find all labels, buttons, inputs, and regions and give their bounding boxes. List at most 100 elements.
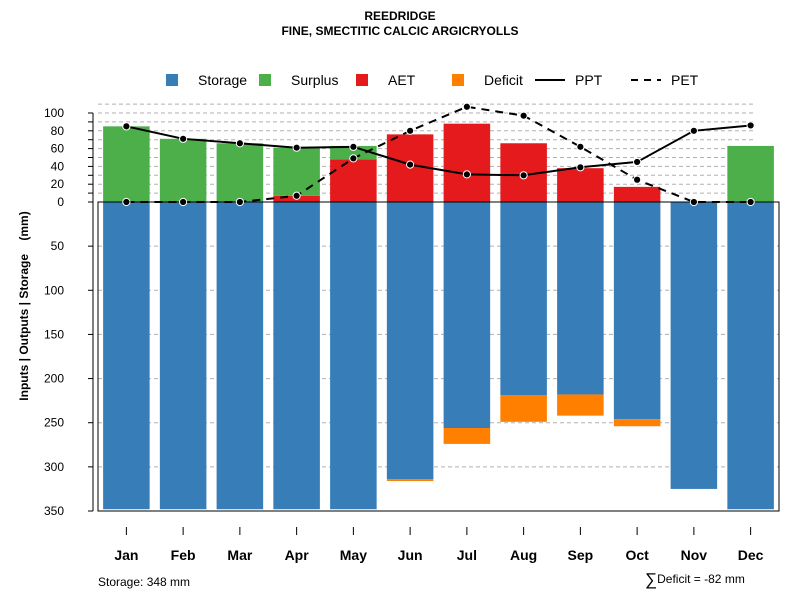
surplus-bar [273,147,320,196]
storage-bar [613,202,661,420]
x-tick-label: Apr [285,547,310,563]
ppt-point [519,171,528,180]
legend-label: PPT [575,72,603,88]
surplus-bar [216,143,264,202]
axes: 0 20 40 60 80 100 50 100 150 200 250 300 350 Jan Feb Ma… [44,106,764,563]
surplus-bar [159,138,207,202]
x-tick-label: Jan [114,547,138,563]
pet-point [235,197,244,207]
ppt-point [689,126,698,135]
legend-label: Deficit [484,72,523,88]
pet-point [519,111,528,120]
surplus-bar [103,126,150,202]
storage-bar [443,202,491,429]
pet-point [292,191,301,200]
storage-bar [500,202,547,396]
y-axis-label: Inputs | Outputs | Storage (mm) [17,211,31,400]
series-lines [122,102,755,207]
ppt-point [122,122,131,131]
storage-bar [557,202,604,395]
ppt-point [576,163,585,172]
legend-swatch [166,74,178,86]
deficit-bar [613,419,661,427]
bars [103,123,774,510]
y-tick-label: 150 [44,327,64,341]
surplus-bar [727,145,774,202]
chart-subtitle: FINE, SMECTITIC CALCIC ARGICRYOLLS [281,24,519,38]
y-tick-label: 60 [51,142,65,156]
pet-point [689,197,698,207]
pet-point [122,197,131,207]
ppt-point [179,134,188,143]
ppt-point [633,157,642,167]
y-tick-label: 200 [44,372,64,386]
legend-label: AET [388,72,416,88]
ppt-point [462,170,471,179]
y-tick-label: 0 [57,195,64,209]
sigma-symbol: ∑ [645,570,658,589]
legend-label: PET [671,72,699,88]
pet-point [462,102,471,111]
ppt-point [746,121,755,130]
storage-bar [216,202,264,510]
ppt-point [292,143,301,152]
legend-swatch [356,74,368,86]
x-tick-label: Jul [457,547,477,563]
storage-bar [386,202,434,480]
legend-label: Storage [198,72,247,88]
x-tick-label: Oct [625,547,649,563]
x-tick-label: Dec [738,547,764,563]
x-tick-label: Sep [568,547,594,563]
aet-bar [557,168,604,202]
pet-point [633,175,642,184]
aet-bar [330,159,377,202]
legend-swatch [452,74,464,86]
y-tick-label: 40 [51,159,65,173]
deficit-text: Deficit = -82 mm [657,572,745,586]
x-tick-label: Mar [227,547,252,563]
storage-note: Storage: 348 mm [98,575,191,589]
deficit-bar [443,428,491,444]
y-tick-label: 80 [51,124,65,138]
deficit-bar [557,394,604,416]
deficit-bar [500,395,547,422]
storage-bar [330,202,377,510]
storage-bar [727,202,774,510]
legend-swatch [259,74,271,86]
surplus-bar [330,145,377,160]
x-tick-label: May [340,547,367,563]
y-tick-label: 350 [44,504,64,518]
legend-label: Surplus [291,72,338,88]
y-tick-label: 50 [51,239,65,253]
pet-point [576,142,585,151]
pet-line [126,105,751,203]
aet-bar [613,186,661,202]
y-tick-label: 250 [44,416,64,430]
y-tick-label: 20 [51,177,65,191]
y-tick-label: 300 [44,460,64,474]
y-tick-label: 100 [44,283,64,297]
x-tick-label: Jun [398,547,423,563]
pet-point [349,154,358,163]
pet-point [746,197,755,207]
aet-bar [443,123,491,202]
deficit-note: ∑Deficit = -82 mm [645,570,745,590]
storage-bar [159,202,207,510]
chart-title: REEDRIDGE [364,9,436,23]
storage-bar [670,202,718,489]
x-tick-label: Aug [510,547,537,563]
legend: Storage Surplus AET Deficit PPT PET [166,72,699,88]
ppt-line [126,124,751,177]
ppt-point [235,139,244,148]
pet-point [179,197,188,207]
ppt-point [349,142,358,151]
storage-bar [273,202,320,510]
ppt-point [406,160,415,169]
x-tick-label: Nov [681,547,708,563]
x-tick-label: Feb [171,547,196,563]
pet-point [406,126,415,135]
y-tick-label: 100 [44,106,64,120]
storage-bar [103,202,150,510]
